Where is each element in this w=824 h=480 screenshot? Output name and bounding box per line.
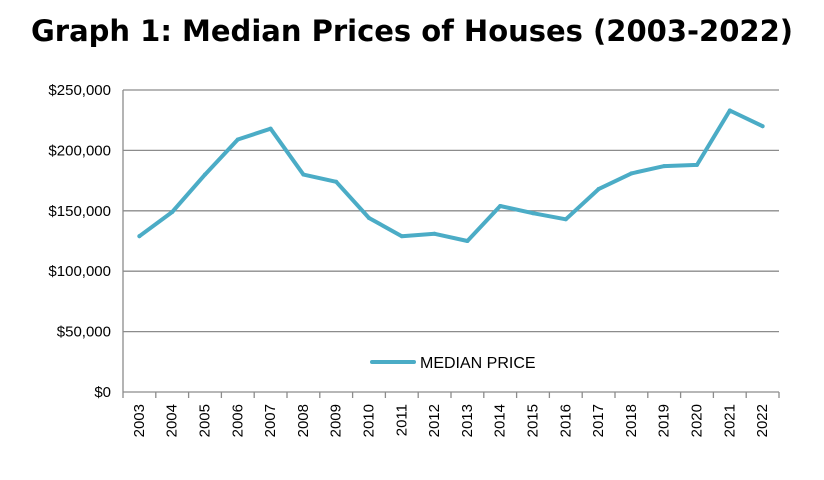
chart-title: Graph 1: Median Prices of Houses (2003-2… <box>30 14 794 48</box>
gridlines <box>123 89 779 333</box>
data-point <box>170 210 175 215</box>
data-point <box>695 162 699 167</box>
x-tick-label: 2004 <box>164 404 181 437</box>
y-tick-label: $0 <box>94 384 111 401</box>
y-tick-label: $150,000 <box>48 203 111 220</box>
x-tick-label: 2016 <box>557 404 574 437</box>
x-tick-label: 2005 <box>197 404 214 437</box>
data-point <box>563 217 568 222</box>
x-tick-label: 2014 <box>492 404 509 437</box>
data-point <box>727 108 732 113</box>
x-tick-label: 2011 <box>393 404 410 436</box>
x-tick-label: 2021 <box>721 404 738 437</box>
x-tick-label: 2013 <box>459 404 476 437</box>
data-point <box>235 137 240 142</box>
x-tick-label: 2006 <box>229 404 246 437</box>
x-tick-label: 2003 <box>131 404 148 437</box>
data-point <box>301 172 306 177</box>
data-point <box>268 126 273 131</box>
x-tick-label: 2022 <box>754 404 771 437</box>
data-point <box>432 231 437 236</box>
y-tick-label: $100,000 <box>48 263 111 280</box>
y-tick-label: $50,000 <box>57 324 111 341</box>
legend: MEDIAN PRICE <box>370 355 536 372</box>
y-tick-label: $250,000 <box>48 82 111 99</box>
data-point <box>760 124 765 129</box>
data-point <box>662 164 667 169</box>
x-tick-label: 2015 <box>525 404 542 437</box>
data-point <box>367 216 371 221</box>
data-point <box>137 234 142 239</box>
data-point <box>399 234 404 239</box>
data-point <box>498 203 503 208</box>
data-point <box>334 179 339 184</box>
x-tick-label: 2018 <box>623 404 640 437</box>
x-axis-ticks: 2003 2004 2005 2006 2007 2008 2009 2010 2011 2012… <box>122 392 780 437</box>
x-tick-label: 2012 <box>426 404 443 437</box>
data-point <box>629 171 634 176</box>
series-line-median-price <box>137 108 765 243</box>
y-tick-label: $200,000 <box>48 142 111 159</box>
series-lines <box>137 108 765 243</box>
x-tick-label: 2020 <box>689 404 706 437</box>
x-tick-label: 2007 <box>262 404 279 437</box>
data-point <box>531 211 535 216</box>
legend-label: MEDIAN PRICE <box>420 355 536 372</box>
data-point <box>203 172 207 177</box>
x-tick-label: 2019 <box>656 404 673 437</box>
y-axis-ticks: $0 $50,000 $100,000 $150,000 $200,000 $250,00… <box>48 82 111 401</box>
x-tick-label: 2017 <box>590 404 607 437</box>
x-tick-label: 2008 <box>295 404 312 437</box>
x-tick-label: 2009 <box>328 404 345 437</box>
data-point <box>465 239 470 243</box>
data-point <box>596 187 601 192</box>
axes <box>122 90 779 393</box>
x-tick-label: 2010 <box>361 404 378 437</box>
